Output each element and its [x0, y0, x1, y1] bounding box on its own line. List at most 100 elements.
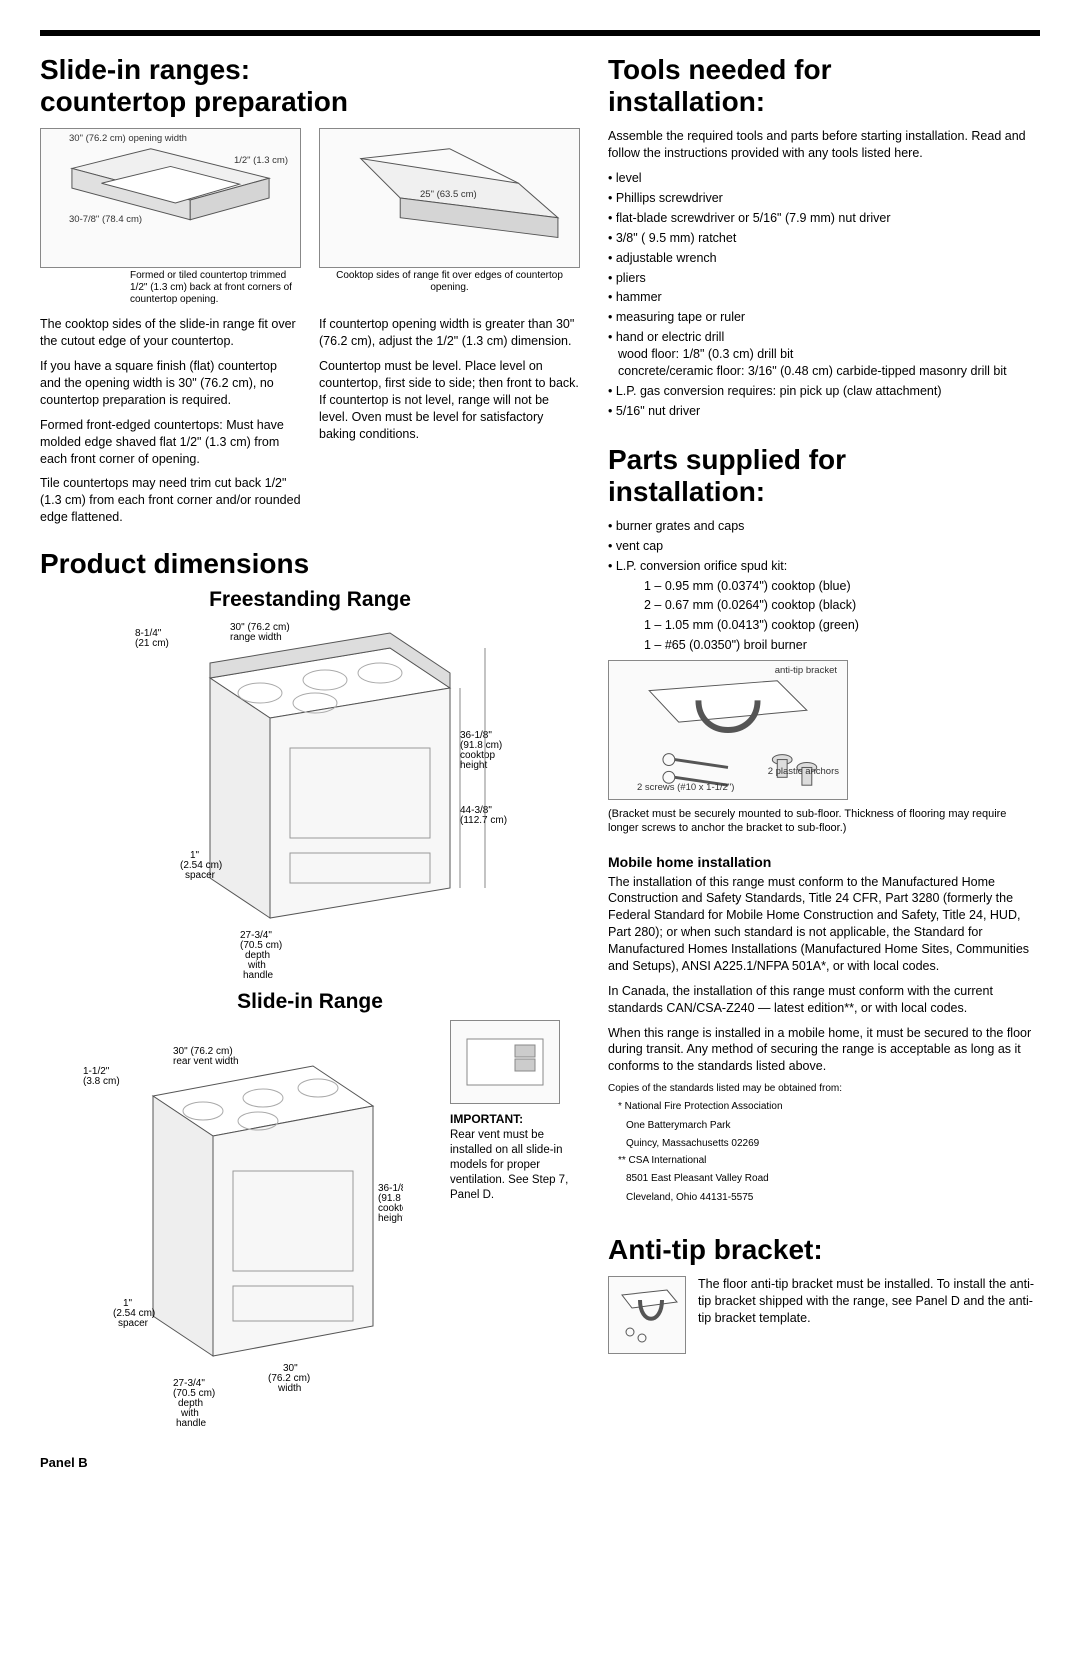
top-rule [40, 30, 1040, 36]
tools-title: Tools needed for installation: [608, 54, 1040, 118]
svg-text:rear vent width: rear vent width [173, 1056, 239, 1067]
tool-item: L.P. gas conversion requires: pin pick u… [608, 383, 1040, 400]
important-label: IMPORTANT: [450, 1112, 523, 1126]
d2-depth: 25" (63.5 cm) [420, 189, 477, 200]
bracket-note: (Bracket must be securely mounted to sub… [608, 808, 1040, 836]
important-body: Rear vent must be installed on all slide… [450, 1129, 568, 1201]
svg-text:(3.8 cm): (3.8 cm) [83, 1076, 120, 1087]
mobile-title: Mobile home installation [608, 854, 1040, 870]
svg-text:height: height [460, 760, 487, 771]
tool-item: 3/8" ( 9.5 mm) ratchet [608, 230, 1040, 247]
freestanding-title: Freestanding Range [40, 588, 580, 612]
slidein-dim-title: Slide-in Range [40, 990, 580, 1014]
mobile-p3: When this range is installed in a mobile… [608, 1025, 1040, 1076]
countertop-diagrams: 30" (76.2 cm) opening width 1/2" (1.3 cm… [40, 128, 580, 306]
tool-item: hand or electric drill wood floor: 1/8" … [608, 329, 1040, 380]
tool-item: Phillips screwdriver [608, 190, 1040, 207]
tool-item: pliers [608, 270, 1040, 287]
title-l1: Slide-in ranges: [40, 54, 250, 85]
svg-text:spacer: spacer [118, 1318, 149, 1329]
slidein-prep-title: Slide-in ranges: countertop preparation [40, 54, 580, 118]
d1-overall: 30-7/8" (78.4 cm) [69, 214, 142, 225]
spud-item: 1 – 0.95 mm (0.0374") cooktop (blue) [644, 578, 1040, 595]
prep-c1-p1: The cooktop sides of the slide-in range … [40, 316, 301, 350]
prep-c1-p4: Tile countertops may need trim cut back … [40, 475, 301, 526]
prep-text-columns: The cooktop sides of the slide-in range … [40, 316, 580, 534]
slidein-row: 1-1/2"(3.8 cm) 30" (76.2 cm)rear vent wi… [40, 1020, 580, 1426]
d1-opening: 30" (76.2 cm) opening width [69, 133, 187, 144]
svg-text:range width: range width [230, 632, 282, 643]
countertop-diag-1: 30" (76.2 cm) opening width 1/2" (1.3 cm… [40, 128, 301, 306]
bracket-label-antitip: anti-tip bracket [775, 665, 837, 676]
tool-item: hammer [608, 289, 1040, 306]
svg-text:height: height [378, 1213, 403, 1224]
vent-thumbnail [450, 1020, 560, 1104]
prep-c2-p2: Countertop must be level. Place level on… [319, 358, 580, 442]
parts-t1: Parts supplied for [608, 444, 846, 475]
svg-text:(112.7 cm): (112.7 cm) [460, 815, 507, 826]
bracket-svg [609, 661, 847, 799]
diagram-placeholder-2: 25" (63.5 cm) [319, 128, 580, 268]
antitip-body: The floor anti-tip bracket must be insta… [698, 1276, 1040, 1327]
copies-intro: Copies of the standards listed may be ob… [608, 1083, 1040, 1095]
bracket-label-anchors: 2 plastic anchors [768, 766, 839, 777]
part-item: L.P. conversion orifice spud kit: [608, 558, 1040, 575]
tool-item: measuring tape or ruler [608, 309, 1040, 326]
prep-c1-p3: Formed front-edged countertops: Must hav… [40, 417, 301, 468]
tools-intro: Assemble the required tools and parts be… [608, 128, 1040, 162]
addr2-l1: ** CSA International [608, 1155, 1040, 1168]
parts-t2: installation: [608, 476, 765, 507]
dimensions-title: Product dimensions [40, 548, 580, 580]
left-column: Slide-in ranges: countertop preparation … [40, 54, 580, 1472]
d2-caption: Cooktop sides of range fit over edges of… [319, 270, 580, 294]
addr2-l2: 8501 East Pleasant Valley Road [608, 1173, 1040, 1186]
antitip-icon [608, 1276, 686, 1354]
prep-col1: The cooktop sides of the slide-in range … [40, 316, 301, 534]
parts-list: burner grates and caps vent cap L.P. con… [608, 518, 1040, 575]
svg-text:handle: handle [243, 970, 273, 978]
tool-item: level [608, 170, 1040, 187]
svg-text:spacer: spacer [185, 870, 216, 881]
tools-t1: Tools needed for [608, 54, 832, 85]
slidein-svg: 1-1/2"(3.8 cm) 30" (76.2 cm)rear vent wi… [73, 1026, 403, 1426]
tools-list: level Phillips screwdriver flat-blade sc… [608, 170, 1040, 419]
mobile-p2: In Canada, the installation of this rang… [608, 983, 1040, 1017]
d1-half: 1/2" (1.3 cm) [234, 155, 288, 166]
diagram-placeholder-1: 30" (76.2 cm) opening width 1/2" (1.3 cm… [40, 128, 301, 268]
panel-label: Panel B [40, 1454, 580, 1472]
antitip-row: The floor anti-tip bracket must be insta… [608, 1276, 1040, 1354]
prep-c2-p1: If countertop opening width is greater t… [319, 316, 580, 350]
d1-caption: Formed or tiled countertop trimmed 1/2" … [40, 270, 301, 306]
slidein-important: IMPORTANT: Rear vent must be installed o… [450, 1112, 580, 1203]
antitip-title: Anti-tip bracket: [608, 1234, 1040, 1266]
spud-item: 2 – 0.67 mm (0.0264") cooktop (black) [644, 597, 1040, 614]
part-item: burner grates and caps [608, 518, 1040, 535]
addr1-l1: * National Fire Protection Association [608, 1101, 1040, 1114]
part-item: vent cap [608, 538, 1040, 555]
tool-item: adjustable wrench [608, 250, 1040, 267]
svg-text:(21 cm): (21 cm) [135, 638, 169, 649]
addr1-l2: One Batterymarch Park [608, 1120, 1040, 1133]
bracket-label-screws: 2 screws (#10 x 1-1/2") [637, 782, 734, 793]
countertop-svg-1 [41, 129, 300, 267]
spud-item: 1 – 1.05 mm (0.0413") cooktop (green) [644, 617, 1040, 634]
svg-text:width: width [277, 1383, 301, 1394]
addr1-l3: Quincy, Massachusetts 02269 [608, 1138, 1040, 1151]
parts-title: Parts supplied for installation: [608, 444, 1040, 508]
mobile-p1: The installation of this range must conf… [608, 874, 1040, 975]
title-l2: countertop preparation [40, 86, 348, 117]
tool-item: flat-blade screwdriver or 5/16" (7.9 mm)… [608, 210, 1040, 227]
svg-text:handle: handle [176, 1418, 206, 1426]
addr2-l3: Cleveland, Ohio 44131-5575 [608, 1192, 1040, 1205]
page-columns: Slide-in ranges: countertop preparation … [40, 54, 1040, 1472]
countertop-diag-2: 25" (63.5 cm) Cooktop sides of range fit… [319, 128, 580, 306]
bracket-diagram: anti-tip bracket 2 screws (#10 x 1-1/2")… [608, 660, 848, 800]
tools-t2: installation: [608, 86, 765, 117]
freestanding-svg: 8-1/4"(21 cm) 30" (76.2 cm)range width 3… [90, 618, 530, 978]
right-column: Tools needed for installation: Assemble … [608, 54, 1040, 1472]
prep-c1-p2: If you have a square finish (flat) count… [40, 358, 301, 409]
prep-col2: If countertop opening width is greater t… [319, 316, 580, 534]
tool-item: 5/16" nut driver [608, 403, 1040, 420]
slidein-diagram: 1-1/2"(3.8 cm) 30" (76.2 cm)rear vent wi… [73, 1026, 403, 1426]
spud-kit-list: 1 – 0.95 mm (0.0374") cooktop (blue) 2 –… [608, 578, 1040, 655]
